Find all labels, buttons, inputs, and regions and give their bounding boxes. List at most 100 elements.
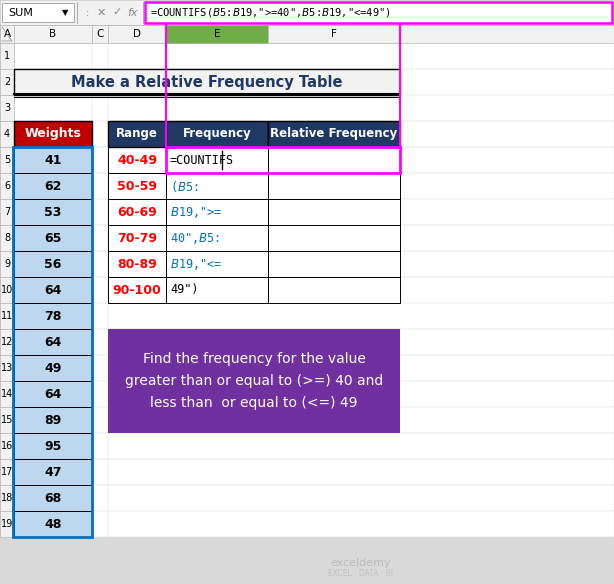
Bar [14,355,614,381]
Text: :: : [86,8,89,18]
Bar [14,433,614,459]
Bar [92,69,108,95]
Text: 8: 8 [4,233,10,243]
Bar [14,95,614,121]
Text: =COUNTIFS: =COUNTIFS [170,154,234,166]
Bar [0,95,14,121]
Text: 89: 89 [44,413,61,426]
Text: EXCEL · DATA · BI: EXCEL · DATA · BI [328,569,394,579]
Bar [92,121,108,147]
Bar [14,485,614,511]
Bar [14,459,92,485]
Text: SUM: SUM [8,8,33,18]
Bar [268,173,400,199]
Bar [166,225,268,251]
Bar [0,355,14,381]
Text: ▼: ▼ [62,8,69,17]
Bar [14,69,400,95]
Bar [14,121,614,147]
Text: 50-59: 50-59 [117,179,157,193]
Bar [166,173,268,199]
Text: 19: 19 [1,519,13,529]
Bar [92,277,108,303]
Bar [92,25,108,43]
Text: D: D [133,29,141,39]
Bar [0,511,14,537]
Text: 53: 53 [44,206,61,218]
Bar [108,173,166,199]
Bar [92,251,108,277]
Bar [92,147,108,173]
Bar [0,0,614,25]
Bar [92,381,108,407]
Text: 15: 15 [1,415,13,425]
Text: 13: 13 [1,363,13,373]
Bar [14,251,614,277]
Bar [108,121,166,147]
Bar [166,147,268,173]
Bar [0,121,14,147]
Text: 56: 56 [44,258,61,270]
Bar [92,407,108,433]
Text: 49: 49 [44,361,61,374]
Text: 2: 2 [4,77,10,87]
Bar [14,173,614,199]
Bar [92,225,108,251]
Bar [108,329,400,433]
Text: 17: 17 [1,467,13,477]
Bar [0,407,14,433]
Text: ✕: ✕ [97,8,106,18]
Bar [14,511,92,537]
Bar [14,147,92,173]
Text: 47: 47 [44,465,62,478]
Text: 64: 64 [44,335,61,349]
Text: 9: 9 [4,259,10,269]
Bar [92,511,108,537]
Bar [14,277,92,303]
Text: 80-89: 80-89 [117,258,157,270]
Bar [14,147,614,173]
Bar [14,43,614,69]
Bar [14,121,92,147]
Bar [14,381,614,407]
Text: 10: 10 [1,285,13,295]
Text: 4: 4 [4,129,10,139]
Bar [14,433,92,459]
Bar [92,199,108,225]
Text: B: B [50,29,56,39]
Bar [14,511,614,537]
Text: E: E [214,29,220,39]
Bar [14,303,92,329]
Bar [92,459,108,485]
Text: 49"): 49") [170,283,198,297]
Text: 6: 6 [4,181,10,191]
Bar [108,251,166,277]
Text: ✓: ✓ [112,8,122,18]
Text: 1: 1 [4,51,10,61]
Bar [0,433,14,459]
Bar [92,355,108,381]
Text: 7: 7 [4,207,10,217]
Bar [0,485,14,511]
Bar [0,329,14,355]
Bar [268,147,400,173]
Text: Make a Relative Frequency Table: Make a Relative Frequency Table [71,75,343,89]
Text: 78: 78 [44,310,61,322]
Text: Frequency: Frequency [182,127,251,141]
Bar [0,381,14,407]
Text: Relative Frequency: Relative Frequency [270,127,398,141]
Text: $B$19,">=: $B$19,">= [170,204,222,220]
Text: 64: 64 [44,388,61,401]
Bar [14,225,614,251]
Text: 3: 3 [4,103,10,113]
Bar [166,199,268,225]
Bar [0,43,14,69]
Bar [0,303,14,329]
Bar [14,381,92,407]
Bar [14,355,92,381]
Bar [145,2,612,23]
Text: 70-79: 70-79 [117,231,157,245]
Text: 48: 48 [44,517,61,530]
Bar [268,251,400,277]
Text: ($B$5:: ($B$5: [170,179,198,193]
